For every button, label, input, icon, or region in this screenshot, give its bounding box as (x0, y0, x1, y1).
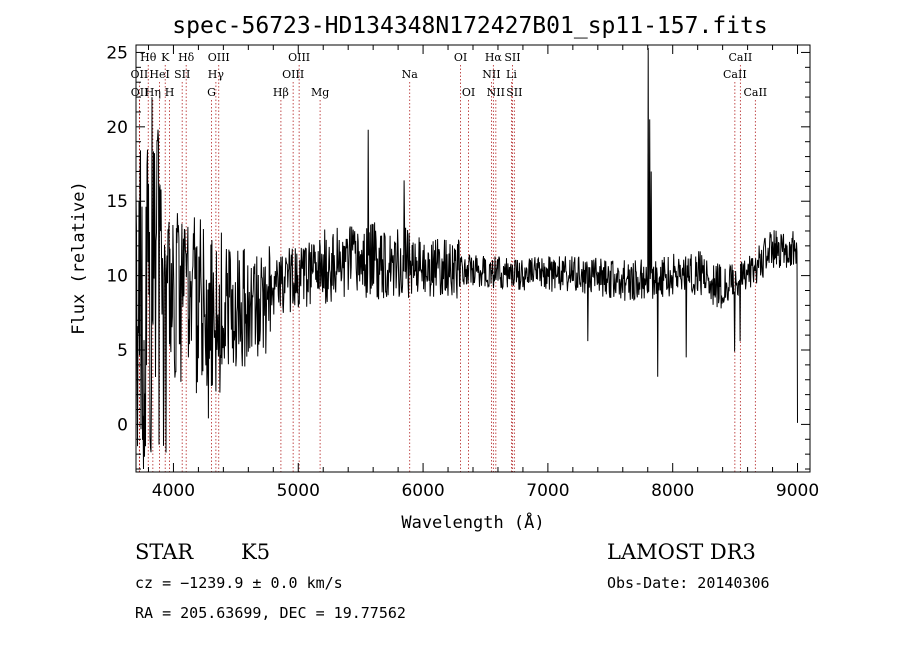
spectral-line-label: SII (174, 68, 190, 81)
plot-frame (135, 44, 811, 473)
spectral-line-label: Na (402, 68, 419, 81)
spectral-line-label: OIII (288, 51, 310, 64)
spectral-line-label: OII (131, 68, 149, 81)
y-tick-label: 0 (117, 415, 128, 435)
spectral-line-label: G (207, 86, 216, 99)
spectral-line-label: CaII (743, 86, 767, 99)
coordinates: RA = 205.63699, DEC = 19.77562 (135, 604, 406, 622)
spectral-line-label: NII (482, 68, 500, 81)
spectral-line-label: OIII (282, 68, 304, 81)
spectral-line-label: Mg (311, 86, 329, 99)
object-subclass: K5 (241, 540, 271, 564)
spectral-line-label: H (165, 86, 175, 99)
x-tick-label: 8000 (651, 481, 694, 501)
spectral-line-label: CaII (723, 68, 747, 81)
redshift-velocity: cz = −1239.9 ± 0.0 km/s (135, 574, 343, 592)
spectral-line-label: CaII (729, 51, 753, 64)
x-tick-label: 7000 (526, 481, 569, 501)
spectral-line-label: SII (504, 51, 520, 64)
x-tick-label: 9000 (776, 481, 819, 501)
chart-title: spec-56723-HD134348N172427B01_sp11-157.f… (172, 13, 767, 39)
spectral-line-label: Hη (145, 86, 161, 99)
spectral-line-label: Li (506, 68, 517, 81)
spectral-line-label: Hβ (273, 86, 289, 99)
x-axis-label: Wavelength (Å) (401, 511, 544, 533)
y-tick-label: 25 (106, 43, 128, 63)
spectral-line-label: HeI (149, 68, 169, 81)
object-class: STAR (135, 540, 194, 564)
spectral-line-label: OIII (208, 51, 230, 64)
spectral-line-label: NII (487, 86, 505, 99)
spectral-line-label: OI (462, 86, 475, 99)
y-axis-label: Flux (relative) (69, 181, 89, 335)
spectral-line-label: OII (131, 86, 149, 99)
spectral-line-label: SII (506, 86, 522, 99)
observation-date: Obs-Date: 20140306 (607, 574, 770, 592)
flux-series-line (135, 47, 798, 470)
x-axis-ticks: 4000 5000 6000 7000 8000 9000 (147, 45, 819, 501)
y-tick-label: 15 (106, 192, 128, 212)
spectral-line-label: K (161, 51, 170, 64)
x-tick-label: 6000 (401, 481, 444, 501)
x-tick-label: 5000 (277, 481, 320, 501)
y-tick-label: 20 (106, 118, 128, 138)
x-tick-label: 4000 (152, 481, 195, 501)
spectral-line-label: Hγ (208, 68, 225, 81)
y-axis-ticks: 0 5 10 15 20 25 (106, 43, 810, 470)
spectral-line-label: Hα (485, 51, 503, 64)
y-tick-label: 10 (106, 267, 128, 287)
survey-name: LAMOST DR3 (607, 540, 756, 564)
spectral-line-label: OI (454, 51, 467, 64)
spectral-line-label: Hθ (140, 51, 157, 64)
spectral-line-labels: HθHηOIIOIIHeIKHSIIHδGOIIIHγHβOIIIOIIIMgN… (131, 51, 768, 99)
spectral-line-label: Hδ (178, 51, 195, 64)
y-tick-label: 5 (117, 341, 128, 361)
